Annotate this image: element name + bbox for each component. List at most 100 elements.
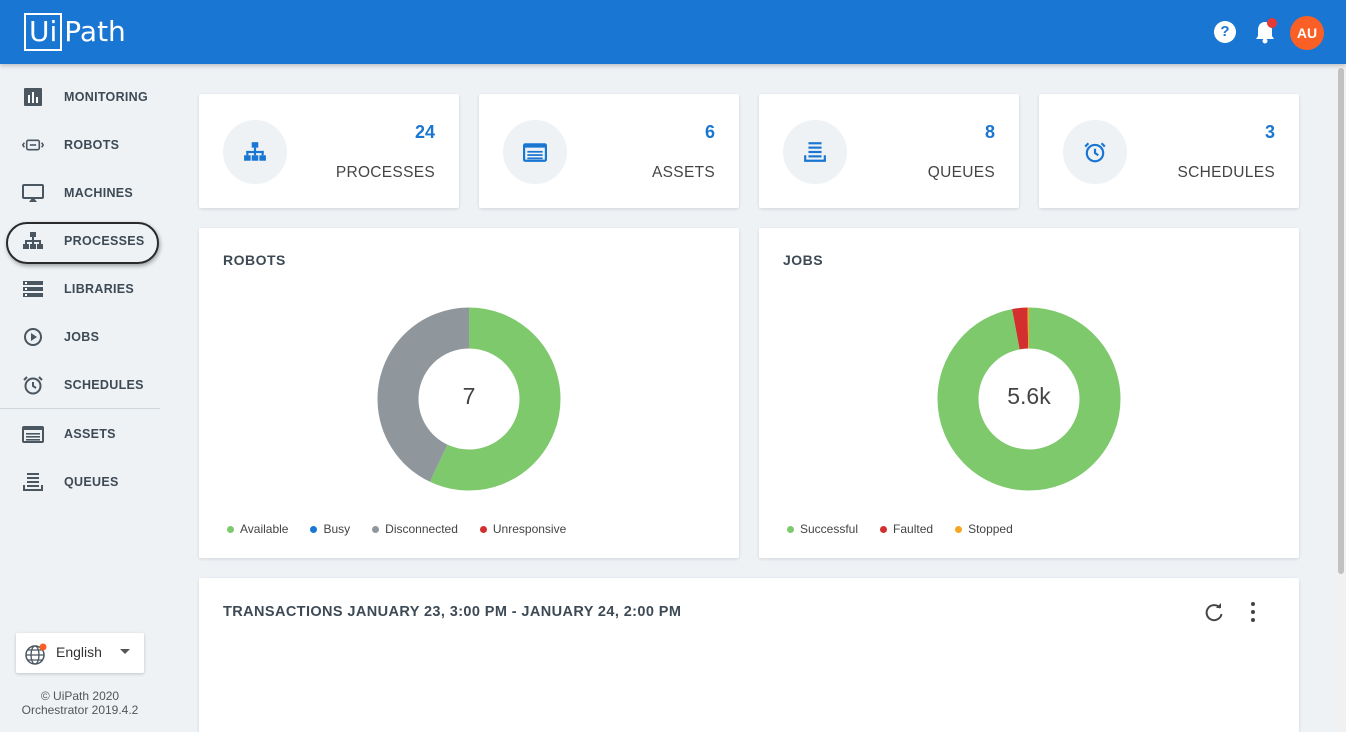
robots-donut-chart[interactable] (377, 307, 561, 491)
scrollbar-thumb[interactable] (1338, 68, 1344, 574)
legend-label: Faulted (893, 522, 934, 536)
jobs-panel: JOBS 5.6k Successful Faulted Stopped (759, 228, 1299, 558)
donut-segment-stopped[interactable] (937, 307, 1121, 491)
stat-card-queues[interactable]: 8 QUEUES (759, 94, 1019, 208)
sidebar-item-label: PROCESSES (64, 234, 145, 248)
transactions-title: TRANSACTIONS JANUARY 23, 3:00 PM - JANUA… (223, 604, 682, 620)
legend-item[interactable]: Faulted (880, 522, 933, 536)
stat-icon-circle (1063, 120, 1127, 184)
sidebar-divider (0, 408, 160, 409)
sidebar-item-queues[interactable]: QUEUES (0, 462, 160, 502)
robots-legend: Available Busy Disconnected Unresponsive (227, 522, 588, 536)
legend-dot-available (227, 525, 234, 533)
transactions-panel: TRANSACTIONS JANUARY 23, 3:00 PM - JANUA… (199, 578, 1299, 732)
user-avatar[interactable]: AU (1290, 16, 1324, 50)
copyright-text: © UiPath 2020 (40, 689, 120, 703)
globe-icon (25, 643, 47, 665)
legend-label: Available (240, 522, 289, 536)
legend-label: Successful (800, 522, 859, 536)
language-selector[interactable]: English (16, 633, 144, 673)
legend-dot-busy (310, 525, 318, 533)
stat-value: 3 (1264, 122, 1275, 142)
sidebar-item-jobs[interactable]: JOBS (0, 317, 160, 357)
version-text: Orchestrator 2019.4.2 (21, 703, 139, 717)
legend-dot-disconnected (372, 525, 380, 533)
list-icon (23, 281, 43, 297)
more-vertical-icon[interactable] (1247, 600, 1259, 624)
refresh-icon[interactable] (1203, 602, 1225, 624)
panel-title: ROBOTS (223, 252, 286, 268)
stat-icon-circle (783, 120, 847, 184)
help-icon[interactable]: ? (1214, 21, 1236, 43)
sidebar-item-robots[interactable]: ROBOTS (0, 125, 160, 165)
legend-item[interactable]: Busy (310, 522, 350, 536)
legend-dot-successful (787, 525, 794, 533)
bar-chart-icon (24, 88, 42, 106)
legend-label: Stopped (968, 522, 1013, 536)
legend-item[interactable]: Successful (787, 522, 858, 536)
stat-value: 8 (984, 122, 995, 142)
queue-stack-icon (23, 473, 43, 491)
sidebar-item-label: ASSETS (64, 427, 116, 441)
jobs-total: 5.6k (1007, 383, 1051, 409)
stat-value: 24 (414, 122, 435, 142)
stat-icon-circle (223, 120, 287, 184)
alarm-clock-icon (1084, 142, 1106, 163)
logo-rest-text: Path (64, 15, 126, 48)
page-scrollbar[interactable] (1336, 64, 1346, 732)
footer-text: © UiPath 2020 Orchestrator 2019.4.2 (0, 689, 160, 717)
sidebar-item-label: SCHEDULES (64, 378, 144, 392)
monitor-icon (22, 184, 44, 202)
legend-label: Disconnected (385, 522, 458, 536)
legend-item[interactable]: Disconnected (372, 522, 458, 536)
language-value: English (56, 644, 102, 660)
legend-dot-faulted (880, 525, 888, 533)
stat-label: PROCESSES (335, 164, 435, 181)
notification-dot (1267, 18, 1277, 28)
queue-stack-icon (804, 142, 826, 162)
legend-label: Unresponsive (492, 522, 567, 536)
legend-item[interactable]: Stopped (955, 522, 1013, 536)
hierarchy-icon (244, 142, 266, 161)
legend-label: Busy (323, 522, 351, 536)
sidebar-item-label: JOBS (64, 330, 100, 344)
sidebar-item-machines[interactable]: MACHINES (0, 173, 160, 213)
stat-label: ASSETS (652, 164, 715, 181)
asset-list-icon (22, 426, 44, 443)
asset-list-icon (523, 143, 547, 162)
sidebar-item-assets[interactable]: ASSETS (0, 414, 160, 454)
selected-item-highlight (6, 222, 159, 264)
stat-value: 6 (704, 122, 715, 142)
stat-card-assets[interactable]: 6 ASSETS (479, 94, 739, 208)
donut-segment-disconnected[interactable] (377, 307, 561, 491)
legend-dot-stopped (955, 525, 963, 533)
sidebar-item-monitoring[interactable]: MONITORING (0, 77, 160, 117)
robots-total: 7 (462, 383, 476, 409)
stat-label: SCHEDULES (1177, 164, 1275, 181)
stat-card-processes[interactable]: 24 PROCESSES (199, 94, 459, 208)
sidebar-item-label: ROBOTS (64, 138, 120, 152)
jobs-legend: Successful Faulted Stopped (787, 522, 1035, 536)
sidebar-item-label: MACHINES (64, 186, 134, 200)
stat-card-schedules[interactable]: 3 SCHEDULES (1039, 94, 1299, 208)
top-header: Ui Path ? AU (0, 0, 1346, 64)
sidebar-item-label: LIBRARIES (64, 282, 135, 296)
logo-box-text: Ui (24, 13, 63, 51)
sidebar-item-schedules[interactable]: SCHEDULES (0, 365, 160, 405)
panel-title: JOBS (783, 252, 824, 268)
robot-icon (22, 139, 44, 151)
chevron-down-icon (120, 649, 130, 654)
sidebar-item-label: MONITORING (64, 90, 149, 104)
sidebar: MONITORING ROBOTS MACHINES PROCESSES LIB… (0, 64, 160, 732)
robots-panel: ROBOTS 7 Available Busy Disconnected Unr… (199, 228, 739, 558)
legend-item[interactable]: Unresponsive (479, 522, 567, 536)
stat-icon-circle (503, 120, 567, 184)
legend-dot-unresponsive (479, 525, 487, 533)
stat-label: QUEUES (927, 164, 995, 181)
uipath-logo[interactable]: Ui Path (24, 13, 126, 51)
jobs-donut-chart[interactable] (937, 307, 1121, 491)
sidebar-item-label: QUEUES (64, 475, 119, 489)
sidebar-item-libraries[interactable]: LIBRARIES (0, 269, 160, 309)
legend-item[interactable]: Available (227, 522, 288, 536)
play-circle-icon (24, 328, 42, 346)
